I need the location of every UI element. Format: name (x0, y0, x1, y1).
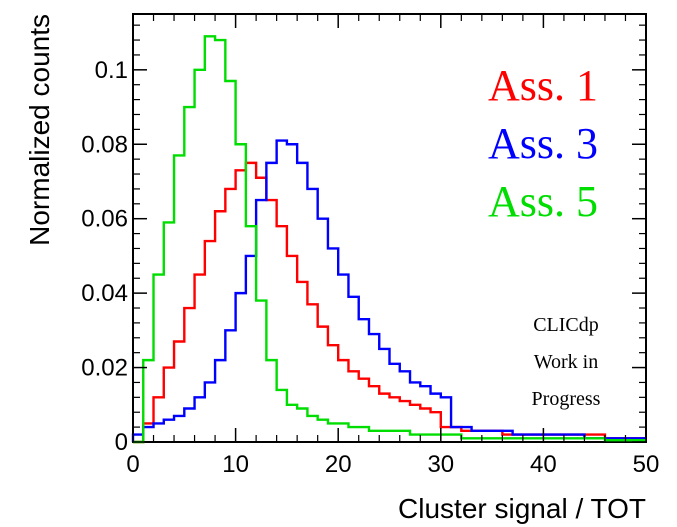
series-layer (131, 35, 646, 444)
legend-entry-1: Ass. 1 (488, 61, 598, 110)
x-tick-label: 50 (633, 451, 660, 478)
y-tick-label: 0 (115, 429, 128, 456)
x-tick-label: 20 (325, 451, 352, 478)
annotation-line: Progress (532, 388, 601, 410)
y-axis-title: Normalized counts (24, 14, 55, 246)
annotation-line: Work in (534, 351, 599, 373)
y-tick-label: 0.08 (81, 131, 128, 158)
series-line-2 (131, 139, 646, 442)
plot-frame (132, 13, 647, 443)
legend: Ass. 1 Ass. 3 Ass. 5 (488, 61, 598, 226)
x-tick-label: 30 (427, 451, 454, 478)
annotation-line: CLICdp (533, 314, 599, 336)
annotation-note: CLICdp Work in Progress (532, 314, 601, 410)
y-tick-label: 0.04 (81, 280, 128, 307)
x-tick-label: 40 (530, 451, 557, 478)
x-tick-label: 0 (126, 451, 139, 478)
x-tick-label: 10 (222, 451, 249, 478)
legend-entry-2: Ass. 3 (488, 119, 598, 168)
y-tick-label: 0.1 (95, 57, 128, 84)
y-tick-label: 0.06 (81, 206, 128, 233)
x-axis-title: Cluster signal / TOT (398, 493, 646, 524)
axis-layer: 0 10 20 30 40 50 0 0.02 0.04 0.06 0.08 0.1 (81, 14, 659, 478)
series-line-3 (133, 35, 646, 444)
y-tick-label: 0.02 (81, 355, 128, 382)
legend-entry-3: Ass. 5 (488, 177, 598, 226)
